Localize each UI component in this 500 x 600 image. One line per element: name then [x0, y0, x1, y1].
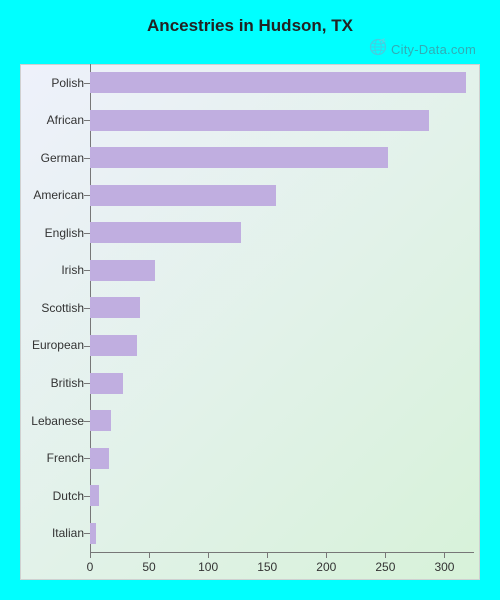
x-axis-tick-label: 0	[87, 560, 94, 574]
bar-row	[90, 139, 474, 177]
x-axis-tick	[385, 552, 386, 558]
y-axis-label: African	[20, 102, 90, 140]
bar	[90, 147, 388, 168]
y-axis-tick	[84, 83, 90, 84]
bar-row	[90, 514, 474, 552]
y-axis-label: French	[20, 439, 90, 477]
y-axis-label: Italian	[20, 514, 90, 552]
bar	[90, 335, 137, 356]
x-axis-tick-label: 200	[316, 560, 336, 574]
chart-title: Ancestries in Hudson, TX	[10, 10, 490, 38]
bar-row	[90, 214, 474, 252]
bar-row	[90, 177, 474, 215]
x-axis-tick-label: 300	[434, 560, 454, 574]
x-axis-tick	[326, 552, 327, 558]
y-axis-labels: PolishAfricanGermanAmericanEnglishIrishS…	[20, 64, 90, 552]
bar	[90, 297, 140, 318]
chart-frame: Ancestries in Hudson, TX City-Data.com P…	[10, 10, 490, 590]
bar-row	[90, 102, 474, 140]
bar-row	[90, 477, 474, 515]
bar	[90, 260, 155, 281]
x-axis-tick	[444, 552, 445, 558]
y-axis-tick	[84, 120, 90, 121]
y-axis-label: Dutch	[20, 477, 90, 515]
bar-row	[90, 327, 474, 365]
x-axis-tick-label: 150	[257, 560, 277, 574]
x-axis-tick	[267, 552, 268, 558]
bars-container	[90, 64, 474, 552]
bar-row	[90, 64, 474, 102]
x-axis-tick	[90, 552, 91, 558]
bar	[90, 523, 96, 544]
bar-row	[90, 289, 474, 327]
bar-row	[90, 402, 474, 440]
bar-row	[90, 252, 474, 290]
bar-row	[90, 364, 474, 402]
y-axis-label: Irish	[20, 252, 90, 290]
bar	[90, 485, 99, 506]
y-axis-tick	[84, 158, 90, 159]
y-axis-label: German	[20, 139, 90, 177]
bar	[90, 410, 111, 431]
bar	[90, 110, 429, 131]
bar	[90, 72, 466, 93]
y-axis-label: Polish	[20, 64, 90, 102]
y-axis-label: Lebanese	[20, 402, 90, 440]
bar	[90, 373, 123, 394]
y-axis-label: American	[20, 177, 90, 215]
bar	[90, 222, 241, 243]
y-axis-tick	[84, 270, 90, 271]
x-axis-tick-label: 100	[198, 560, 218, 574]
y-axis-tick	[84, 533, 90, 534]
y-axis-tick	[84, 195, 90, 196]
watermark: City-Data.com	[369, 38, 476, 61]
y-axis-tick	[84, 346, 90, 347]
x-axis-tick-label: 50	[142, 560, 155, 574]
x-axis-line	[90, 552, 474, 553]
y-axis-label: British	[20, 364, 90, 402]
y-axis-tick	[84, 383, 90, 384]
y-axis-label: Scottish	[20, 289, 90, 327]
bar	[90, 185, 276, 206]
y-axis-label: English	[20, 214, 90, 252]
globe-icon	[369, 38, 387, 61]
x-axis-tick-label: 250	[375, 560, 395, 574]
bar	[90, 448, 109, 469]
y-axis-tick	[84, 458, 90, 459]
y-axis-tick	[84, 233, 90, 234]
plot-area: PolishAfricanGermanAmericanEnglishIrishS…	[20, 64, 480, 580]
watermark-text: City-Data.com	[391, 42, 476, 57]
x-axis-tick	[208, 552, 209, 558]
y-axis-tick	[84, 308, 90, 309]
y-axis-tick	[84, 421, 90, 422]
y-axis-tick	[84, 496, 90, 497]
x-axis: 0 50 100 150 200 250 300	[90, 552, 474, 580]
y-axis-label: European	[20, 327, 90, 365]
x-axis-tick	[149, 552, 150, 558]
bar-row	[90, 439, 474, 477]
